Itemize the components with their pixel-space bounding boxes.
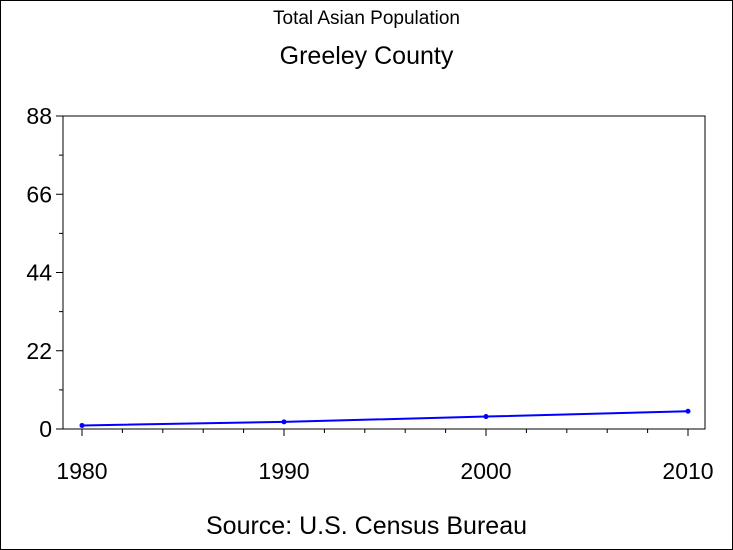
- data-point: [79, 422, 85, 428]
- chart-title: Total Asian Population: [273, 8, 460, 29]
- x-tick-label: 1990: [258, 458, 309, 484]
- y-tick-label: 22: [26, 338, 52, 364]
- y-tick-label: 66: [26, 181, 52, 207]
- plot-area: [62, 115, 706, 430]
- y-tick-label: 0: [39, 416, 52, 442]
- source-note: Source: U.S. Census Bureau: [206, 512, 527, 540]
- x-tick-label: 1980: [56, 458, 107, 484]
- data-point: [281, 419, 287, 425]
- x-tick-label: 2010: [662, 458, 713, 484]
- series-line: [81, 410, 689, 427]
- x-tick-label: 2000: [460, 458, 511, 484]
- y-axis: 0 22 44 66 88: [26, 103, 63, 442]
- data-point: [685, 408, 691, 414]
- y-tick-label: 88: [26, 103, 52, 129]
- chart-subtitle: Greeley County: [279, 42, 454, 70]
- series-layer: [79, 408, 691, 428]
- x-axis: 1980 1990 2000 2010: [56, 429, 714, 484]
- y-tick-label: 44: [26, 260, 52, 286]
- data-point: [483, 414, 489, 420]
